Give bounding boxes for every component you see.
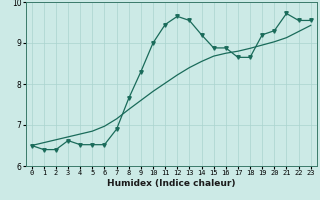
X-axis label: Humidex (Indice chaleur): Humidex (Indice chaleur)	[107, 179, 236, 188]
